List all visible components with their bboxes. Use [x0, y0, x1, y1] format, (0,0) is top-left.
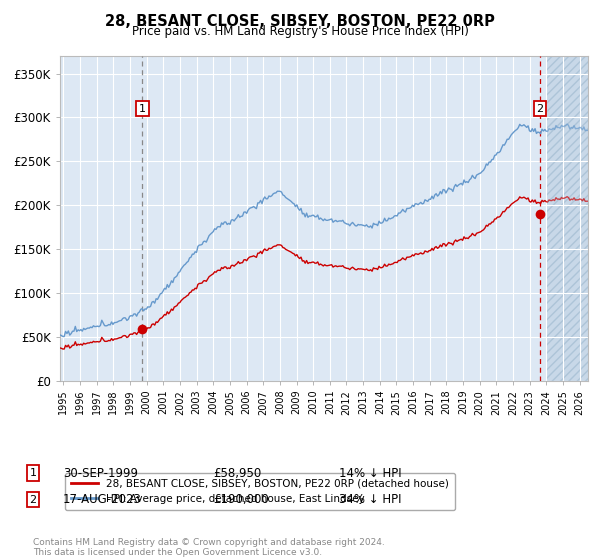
Bar: [547, 56, 588, 381]
Legend: 28, BESANT CLOSE, SIBSEY, BOSTON, PE22 0RP (detached house), HPI: Average price,: 28, BESANT CLOSE, SIBSEY, BOSTON, PE22 0…: [65, 473, 455, 510]
Text: £58,950: £58,950: [213, 466, 261, 480]
Text: £190,000: £190,000: [213, 493, 269, 506]
Bar: [547, 56, 588, 381]
Text: 14% ↓ HPI: 14% ↓ HPI: [339, 466, 401, 480]
Text: 2: 2: [536, 104, 544, 114]
Text: 28, BESANT CLOSE, SIBSEY, BOSTON, PE22 0RP: 28, BESANT CLOSE, SIBSEY, BOSTON, PE22 0…: [105, 14, 495, 29]
Text: 30-SEP-1999: 30-SEP-1999: [63, 466, 138, 480]
Text: 2: 2: [29, 494, 37, 505]
Text: 34% ↓ HPI: 34% ↓ HPI: [339, 493, 401, 506]
Text: Price paid vs. HM Land Registry's House Price Index (HPI): Price paid vs. HM Land Registry's House …: [131, 25, 469, 38]
Text: 1: 1: [29, 468, 37, 478]
Text: 17-AUG-2023: 17-AUG-2023: [63, 493, 142, 506]
Text: Contains HM Land Registry data © Crown copyright and database right 2024.
This d: Contains HM Land Registry data © Crown c…: [33, 538, 385, 557]
Text: 1: 1: [139, 104, 146, 114]
